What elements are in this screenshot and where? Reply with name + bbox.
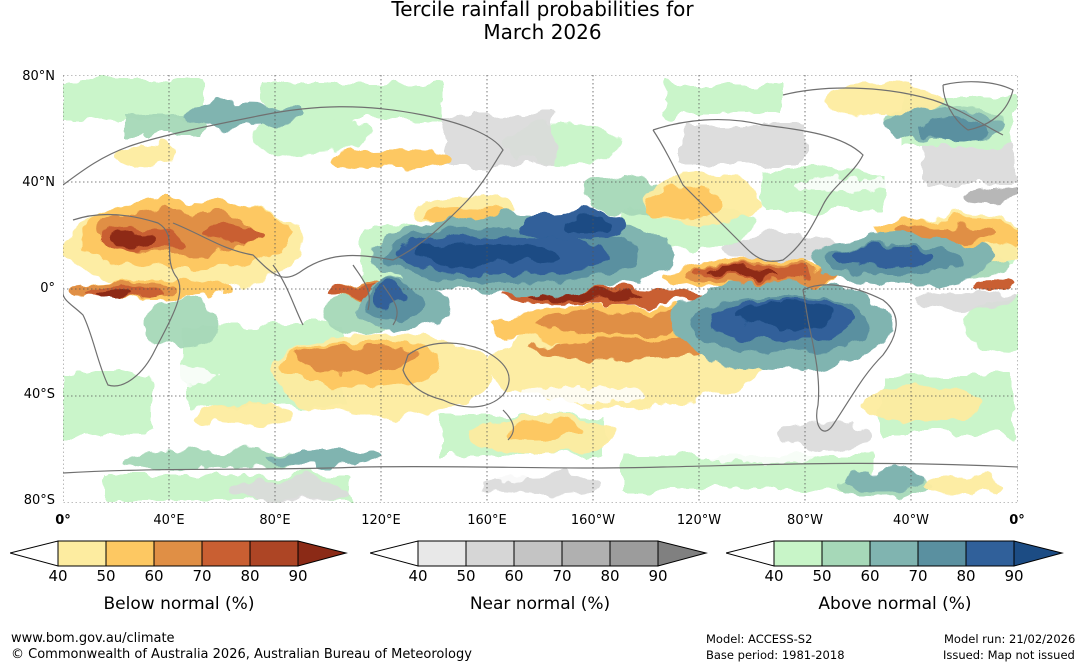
issue-status: Issued: Map not issued xyxy=(943,648,1075,662)
below-normal-tick-label: 40 xyxy=(48,567,68,585)
graticule xyxy=(63,75,1018,503)
lat-label-0: 0° xyxy=(40,281,55,296)
lon-label-40w: 40°W xyxy=(893,513,929,528)
lat-label-40n: 40°N xyxy=(22,175,55,190)
below-normal-swatch xyxy=(153,540,203,567)
map-title-line1: Tercile rainfall probabilities for xyxy=(391,0,694,21)
lon-label-120w: 120°W xyxy=(676,513,722,528)
lon-label-40e: 40°E xyxy=(153,513,185,528)
near-normal-swatch xyxy=(417,540,467,567)
below-normal-tick-label: 50 xyxy=(96,567,116,585)
near-normal-low-arrow xyxy=(370,540,419,567)
near-normal-tick-label: 60 xyxy=(504,567,524,585)
below-normal-swatch xyxy=(249,540,299,567)
near-normal-swatch xyxy=(513,540,563,567)
below-normal-colorbar xyxy=(10,540,348,567)
near-normal-tick-label: 90 xyxy=(648,567,668,585)
above-normal-low-arrow xyxy=(726,540,775,567)
base-period: Base period: 1981-2018 xyxy=(706,648,845,662)
lon-label-80w: 80°W xyxy=(787,513,823,528)
above-normal-tick-label: 40 xyxy=(764,567,784,585)
copyright-text: © Commonwealth of Australia 2026, Austra… xyxy=(11,647,472,662)
above-normal-tick-label: 80 xyxy=(956,567,976,585)
below-normal-legend-title: Below normal (%) xyxy=(103,594,255,614)
lon-label-80e: 80°E xyxy=(259,513,291,528)
map-title-line2: March 2026 xyxy=(483,20,602,44)
above-normal-tick-label: 90 xyxy=(1004,567,1024,585)
above-normal-swatch xyxy=(965,540,1015,567)
below-normal-tick-label: 80 xyxy=(240,567,260,585)
lon-label-160w: 160°W xyxy=(570,513,616,528)
lon-label-0: 0° xyxy=(55,513,71,528)
website-link: www.bom.gov.au/climate xyxy=(11,631,175,646)
below-normal-high-arrow xyxy=(297,540,348,567)
above-normal-swatch xyxy=(917,540,967,567)
lat-label-40s: 40°S xyxy=(23,387,55,402)
above-normal-high-arrow xyxy=(1013,540,1064,567)
above-normal-legend-title: Above normal (%) xyxy=(818,594,972,614)
lon-label-0-right: 0° xyxy=(1009,513,1025,528)
near-normal-swatch xyxy=(609,540,659,567)
near-normal-legend-title: Near normal (%) xyxy=(469,594,611,614)
above-normal-swatch xyxy=(821,540,871,567)
near-normal-high-arrow xyxy=(657,540,708,567)
near-normal-tick-label: 80 xyxy=(600,567,620,585)
near-normal-tick-label: 70 xyxy=(552,567,572,585)
model-name: Model: ACCESS-S2 xyxy=(706,632,813,646)
below-normal-swatch xyxy=(105,540,155,567)
lat-label-80n: 80°N xyxy=(22,69,55,84)
above-normal-swatch xyxy=(869,540,919,567)
above-normal-tick-label: 60 xyxy=(860,567,880,585)
above-normal-tick-label: 50 xyxy=(812,567,832,585)
rainfall-probability-map xyxy=(63,75,1018,503)
near-normal-tick-label: 50 xyxy=(456,567,476,585)
near-normal-tick-label: 40 xyxy=(408,567,428,585)
lat-label-80s: 80°S xyxy=(23,493,55,508)
near-normal-colorbar xyxy=(370,540,708,567)
probability-field xyxy=(63,80,1018,502)
below-normal-swatch xyxy=(57,540,107,567)
lon-label-120e: 120°E xyxy=(361,513,401,528)
below-normal-swatch xyxy=(201,540,251,567)
above-normal-swatch xyxy=(773,540,823,567)
coastlines xyxy=(63,81,1018,474)
below-normal-tick-label: 60 xyxy=(144,567,164,585)
below-normal-tick-label: 90 xyxy=(288,567,308,585)
near-normal-swatch xyxy=(465,540,515,567)
lon-label-160e: 160°E xyxy=(467,513,507,528)
below-normal-low-arrow xyxy=(10,540,59,567)
near-normal-swatch xyxy=(561,540,611,567)
model-run-date: Model run: 21/02/2026 xyxy=(944,632,1076,646)
above-normal-colorbar xyxy=(726,540,1064,567)
below-normal-tick-label: 70 xyxy=(192,567,212,585)
above-normal-tick-label: 70 xyxy=(908,567,928,585)
